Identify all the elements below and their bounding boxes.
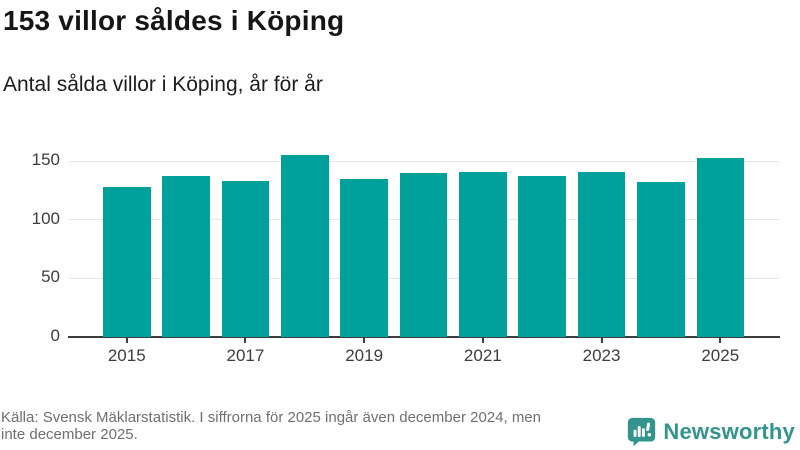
x-tick-label-2019: 2019 xyxy=(345,346,384,365)
y-tick-label-100: 100 xyxy=(31,208,60,228)
bar-2020 xyxy=(399,172,448,337)
y-axis-labels: 0 50 100 150 xyxy=(0,140,60,345)
bar-2022 xyxy=(518,176,566,337)
chart-subtitle: Antal sålda villor i Köping, år för år xyxy=(3,73,323,96)
bar-2017 xyxy=(221,181,270,337)
newsworthy-bubble-chart-icon xyxy=(628,417,656,447)
x-tick-2023 xyxy=(600,337,603,343)
x-tick-2017 xyxy=(244,337,247,343)
newsworthy-wordmark: Newsworthy xyxy=(663,418,795,444)
x-tick-2021 xyxy=(481,337,484,343)
x-axis-labels: 2015 2017 2019 2021 2023 2025 xyxy=(68,346,780,368)
x-tick-label-2025: 2025 xyxy=(701,346,740,365)
x-axis-line xyxy=(68,336,780,338)
x-tick-2015 xyxy=(125,337,128,343)
x-tick-label-2023: 2023 xyxy=(582,346,621,365)
bar-2023 xyxy=(577,171,626,337)
y-tick-label-50: 50 xyxy=(41,267,60,287)
bar-2019 xyxy=(340,178,388,337)
bar-2018 xyxy=(281,155,329,337)
x-tick-label-2021: 2021 xyxy=(463,346,502,365)
bar-2015 xyxy=(103,186,151,337)
y-tick-label-150: 150 xyxy=(31,150,60,170)
chart-title: 153 villor såldes i Köping xyxy=(3,5,345,36)
plot-area xyxy=(68,140,780,343)
bar-2016 xyxy=(162,176,210,337)
y-tick-label-0: 0 xyxy=(50,326,60,345)
x-tick-label-2015: 2015 xyxy=(107,346,146,365)
newsworthy-logo: Newsworthy xyxy=(626,416,795,447)
bar-2025 xyxy=(696,157,744,337)
x-tick-label-2017: 2017 xyxy=(226,346,265,365)
gridline-150 xyxy=(68,160,780,162)
bar-2021 xyxy=(459,171,507,337)
x-tick-2019 xyxy=(363,337,366,343)
x-tick-2025 xyxy=(719,337,722,343)
source-note: Källa: Svensk Mäklarstatistik. I siffror… xyxy=(1,409,541,443)
bar-2024 xyxy=(637,182,685,337)
